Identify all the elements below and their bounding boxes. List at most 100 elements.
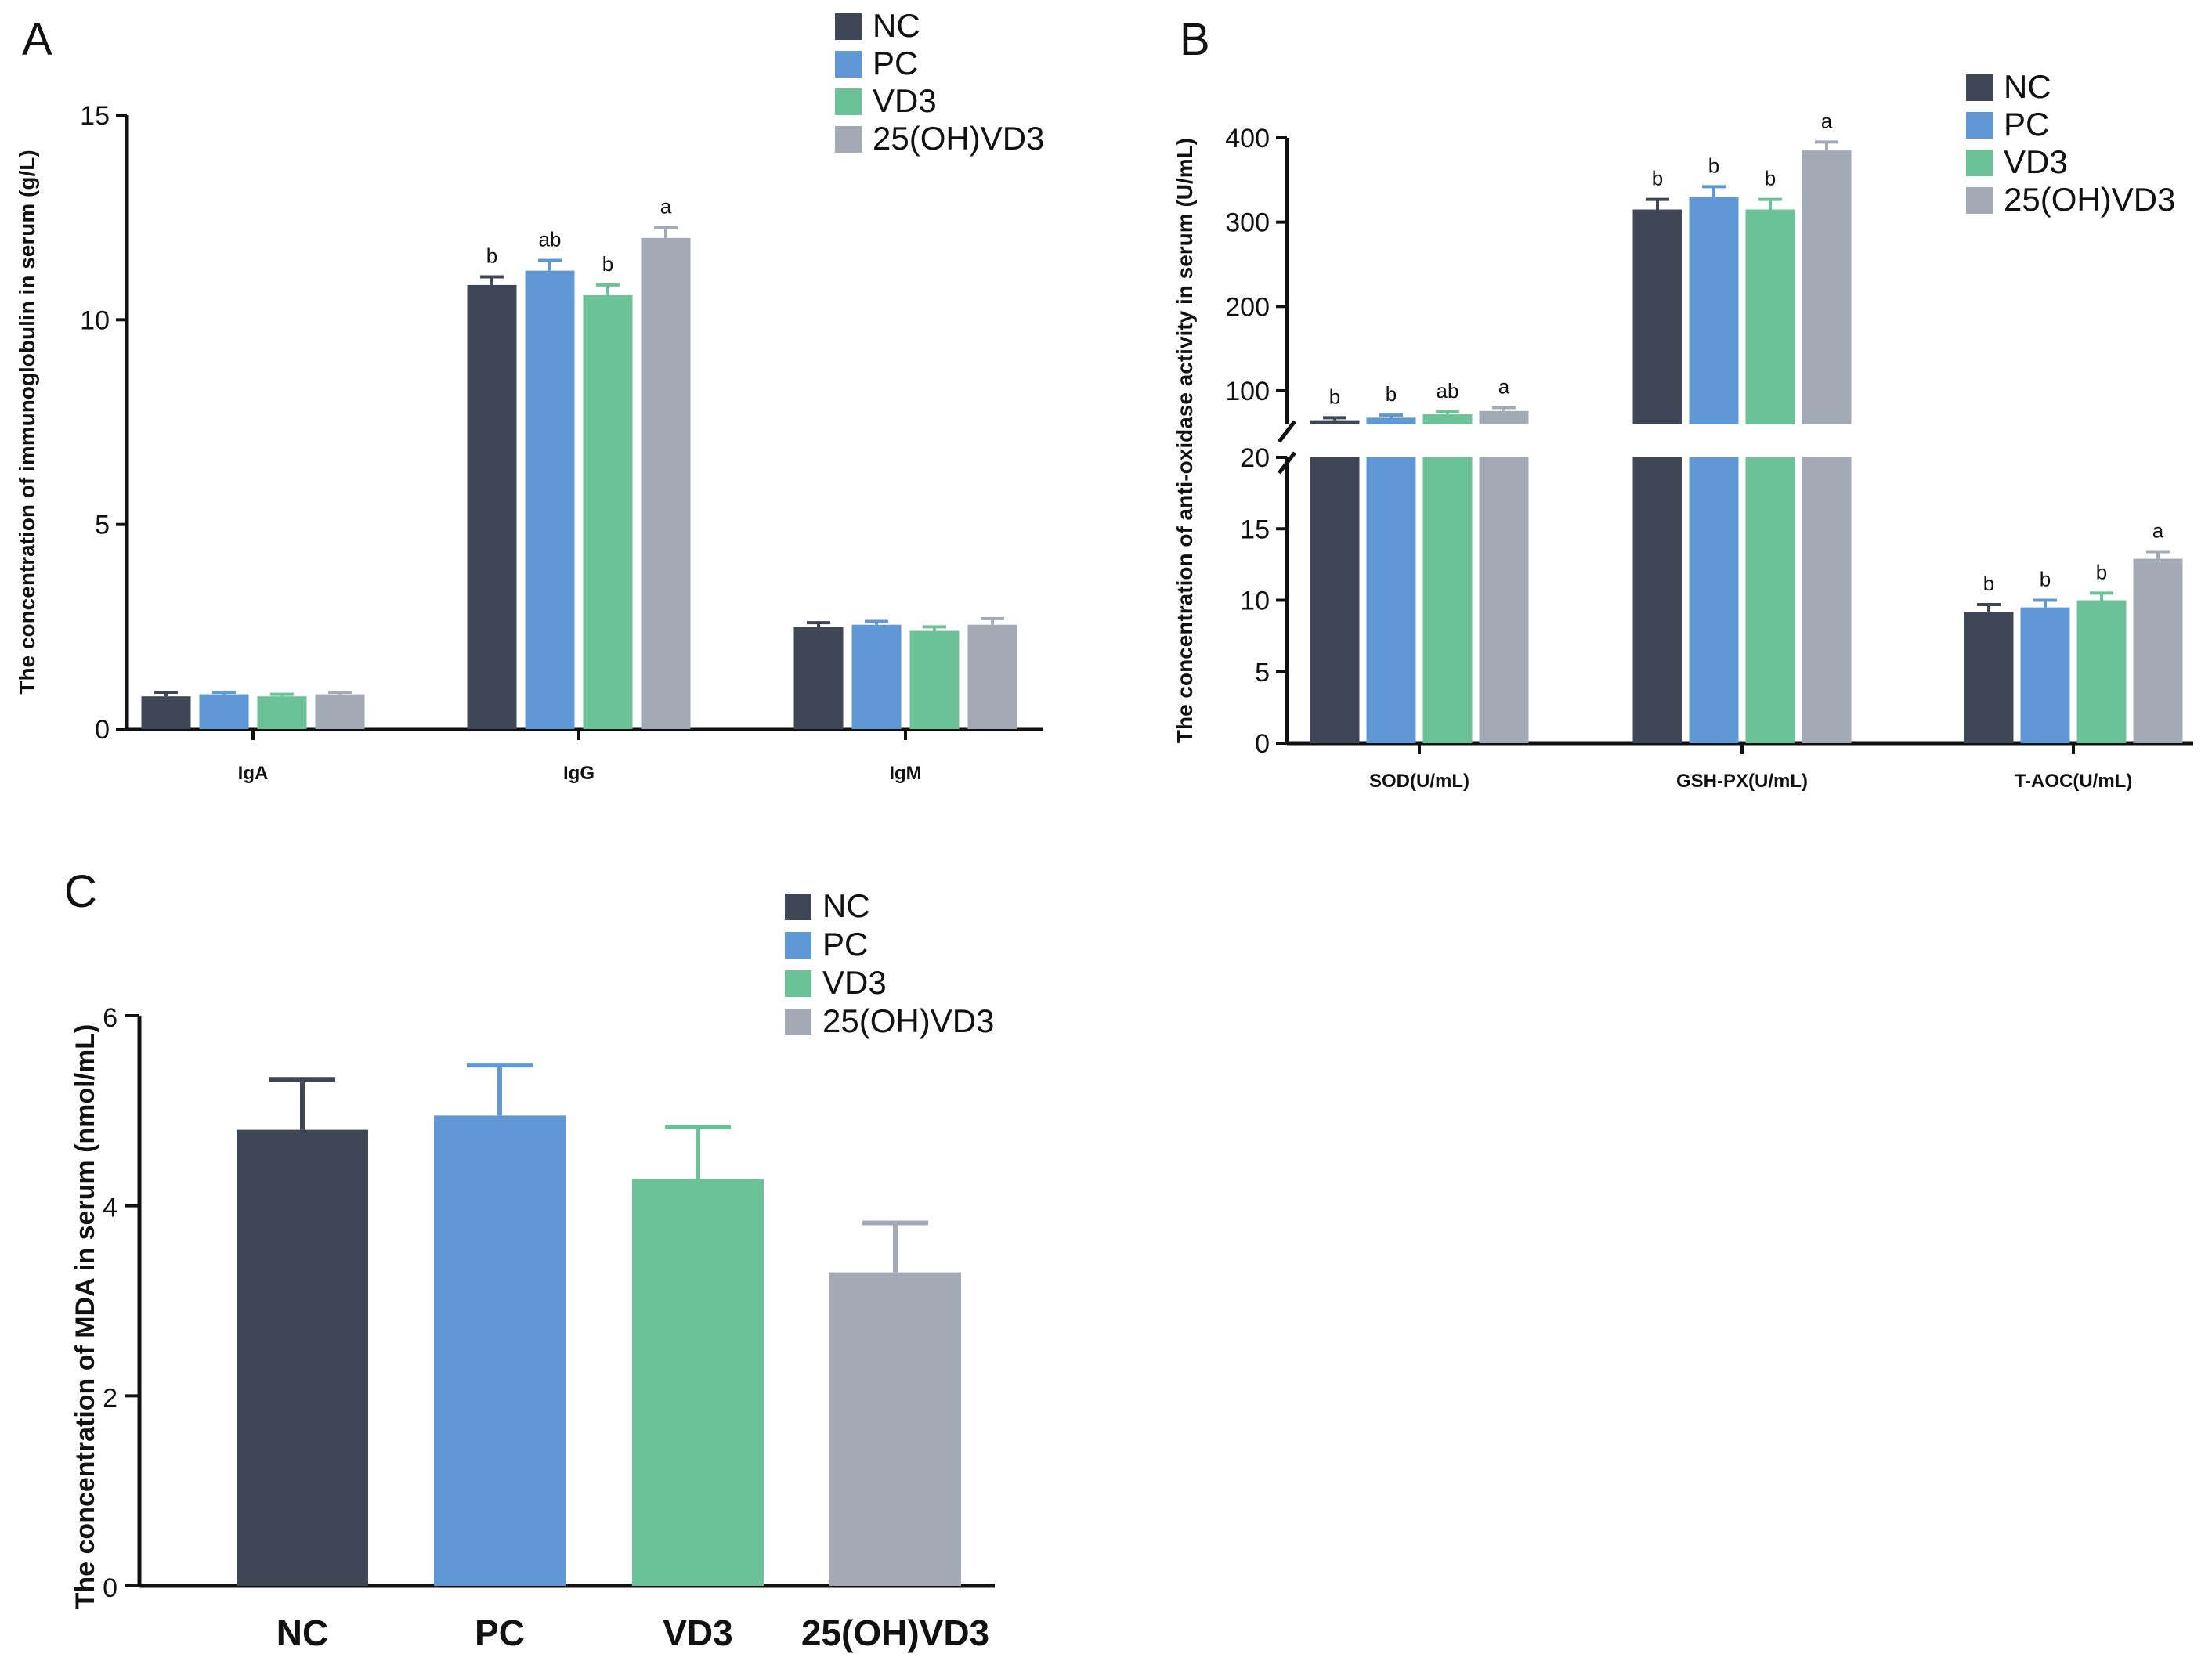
- bar-gsh-px-u-ml-pc-lower: [1689, 457, 1739, 743]
- bar-gsh-px-u-ml-25-oh-vd3-lower: [1802, 457, 1852, 743]
- legend-swatch-vd3: [835, 88, 862, 115]
- bar-pc: [434, 1115, 566, 1586]
- y-tick-label: 0: [103, 1573, 117, 1603]
- sig-label: a: [2152, 518, 2164, 542]
- legend-swatch-pc: [785, 932, 811, 959]
- legend-label-vd3: VD3: [2004, 143, 2068, 180]
- y-tick-label: 2: [103, 1383, 117, 1413]
- x-tick-label-t-aoc-u-ml: T-AOC(U/mL): [2015, 771, 2133, 792]
- y-tick-label: 15: [1240, 515, 1270, 544]
- y-tick-label: 15: [80, 101, 110, 131]
- x-tick-label-iga: IgA: [238, 763, 269, 784]
- bar-t-aoc-u-ml-vd3: [2076, 600, 2127, 743]
- sig-label: ab: [1437, 379, 1459, 403]
- legend-label-nc: NC: [873, 7, 920, 44]
- sig-label: b: [486, 244, 497, 267]
- panel-letter-c: C: [64, 866, 97, 917]
- bar-gsh-px-u-ml-nc-lower: [1632, 457, 1682, 743]
- legend-label-pc: PC: [2004, 106, 2049, 143]
- y-tick-label: 20: [1240, 443, 1270, 473]
- bar-sod-u-ml-nc-lower: [1310, 457, 1360, 743]
- bar-t-aoc-u-ml-nc: [1964, 612, 2014, 743]
- sig-label: b: [2096, 560, 2107, 583]
- sig-label: b: [1329, 385, 1340, 408]
- sig-label: a: [1821, 109, 1833, 132]
- y-axis-label: The concentration of immunoglobulin in s…: [15, 150, 39, 694]
- y-tick-label: 10: [80, 305, 110, 335]
- legend-label-nc: NC: [2004, 68, 2051, 105]
- x-tick-label-25-oh-vd3: 25(OH)VD3: [801, 1612, 989, 1653]
- sig-label: a: [660, 195, 672, 218]
- legend-swatch-nc: [835, 13, 862, 40]
- axis-break-mark-lower: [1278, 451, 1296, 475]
- bar-sod-u-ml-vd3-upper: [1422, 414, 1473, 424]
- y-tick-label: 5: [95, 511, 110, 540]
- bar-t-aoc-u-ml-25-oh-vd3: [2133, 558, 2183, 743]
- bar-iga-nc: [141, 696, 191, 729]
- panel-a: A 0 5 10 15 The concentration of immunoglobul…: [15, 7, 1044, 784]
- bar-iga-25-oh-vd3: [315, 694, 365, 729]
- y-tick-label: 300: [1225, 208, 1270, 238]
- x-tick-label-nc: NC: [276, 1612, 328, 1653]
- panel-b: B 0 5 10 15 20 100 200 300 400 The concentration o…: [1173, 14, 2193, 792]
- x-tick-label-igg: IgG: [563, 763, 595, 784]
- legend-swatch-25-oh-vd3: [835, 126, 862, 153]
- x-tick-label-igm: IgM: [889, 763, 921, 784]
- sig-label: b: [2040, 568, 2051, 591]
- legend-label-25-oh-vd3: 25(OH)VD3: [822, 1002, 994, 1039]
- y-tick-label: 6: [103, 1003, 117, 1033]
- x-tick-label-vd3: VD3: [663, 1612, 732, 1653]
- legend-label-vd3: VD3: [822, 964, 887, 1001]
- y-axis-label: The concentration of anti-oxidase activi…: [1173, 138, 1197, 743]
- y-tick-label: 0: [95, 715, 110, 745]
- legend-label-25-oh-vd3: 25(OH)VD3: [873, 120, 1044, 157]
- bar-gsh-px-u-ml-nc-upper: [1632, 209, 1682, 424]
- y-tick-label: 400: [1225, 124, 1270, 153]
- legend-swatch-vd3: [785, 970, 811, 997]
- bar-igm-nc: [793, 627, 844, 729]
- bar-igm-25-oh-vd3: [967, 624, 1017, 729]
- sig-label: b: [1652, 167, 1663, 190]
- legend-swatch-nc: [785, 894, 811, 920]
- bar-25-oh-vd3: [830, 1272, 961, 1586]
- legend-label-pc: PC: [873, 45, 918, 81]
- bar-gsh-px-u-ml-vd3-upper: [1745, 209, 1795, 424]
- sig-label: b: [1708, 153, 1719, 177]
- sig-label: b: [1983, 572, 1994, 595]
- legend-label-25-oh-vd3: 25(OH)VD3: [2004, 181, 2175, 218]
- panel-letter-a: A: [22, 14, 52, 65]
- sig-label: ab: [539, 228, 562, 251]
- bar-iga-pc: [199, 694, 249, 729]
- sig-label: b: [602, 252, 613, 276]
- y-tick-label: 4: [103, 1194, 117, 1223]
- bar-igg-pc: [525, 270, 575, 729]
- legend-swatch-25-oh-vd3: [785, 1009, 811, 1035]
- legend-label-pc: PC: [822, 926, 868, 962]
- bar-igg-vd3: [583, 294, 633, 729]
- x-tick-label-sod-u-ml: SOD(U/mL): [1369, 771, 1469, 792]
- bar-gsh-px-u-ml-vd3-lower: [1745, 457, 1795, 743]
- bar-sod-u-ml-vd3-lower: [1422, 457, 1473, 743]
- bar-t-aoc-u-ml-pc: [2020, 607, 2070, 743]
- x-tick-label-gsh-px-u-ml: GSH-PX(U/mL): [1676, 771, 1808, 792]
- panel-letter-b: B: [1180, 14, 1210, 65]
- y-tick-label: 200: [1225, 292, 1270, 322]
- bar-igg-25-oh-vd3: [641, 237, 691, 729]
- legend-label-nc: NC: [822, 887, 870, 924]
- bar-nc: [237, 1129, 368, 1586]
- bar-gsh-px-u-ml-25-oh-vd3-upper: [1802, 150, 1852, 424]
- bar-sod-u-ml-pc-upper: [1366, 417, 1416, 424]
- legend-swatch-pc: [1966, 112, 1993, 139]
- legend-swatch-25-oh-vd3: [1966, 187, 1993, 214]
- bar-sod-u-ml-25-oh-vd3-lower: [1479, 457, 1529, 743]
- y-tick-label: 0: [1255, 729, 1270, 759]
- sig-label: a: [1498, 374, 1510, 398]
- bar-iga-vd3: [257, 696, 307, 729]
- y-axis-label: The concentration of MDA in serum (nmol/…: [70, 1024, 100, 1609]
- legend-label-vd3: VD3: [873, 82, 937, 119]
- bar-sod-u-ml-pc-lower: [1366, 457, 1416, 743]
- legend-swatch-nc: [1966, 74, 1993, 101]
- legend-swatch-pc: [835, 51, 862, 78]
- y-tick-label: 10: [1240, 587, 1270, 616]
